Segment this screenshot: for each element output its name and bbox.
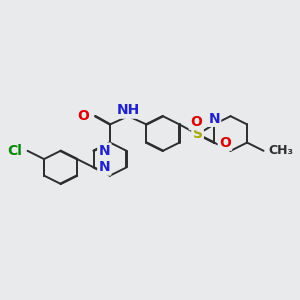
Text: NH: NH xyxy=(117,103,140,117)
Text: N: N xyxy=(98,144,110,158)
Text: O: O xyxy=(190,115,202,129)
Text: O: O xyxy=(78,109,89,123)
Text: N: N xyxy=(208,112,220,126)
Text: S: S xyxy=(193,127,202,141)
Text: O: O xyxy=(219,136,231,150)
Text: CH₃: CH₃ xyxy=(268,144,293,157)
Text: Cl: Cl xyxy=(8,144,22,158)
Text: N: N xyxy=(98,160,110,174)
